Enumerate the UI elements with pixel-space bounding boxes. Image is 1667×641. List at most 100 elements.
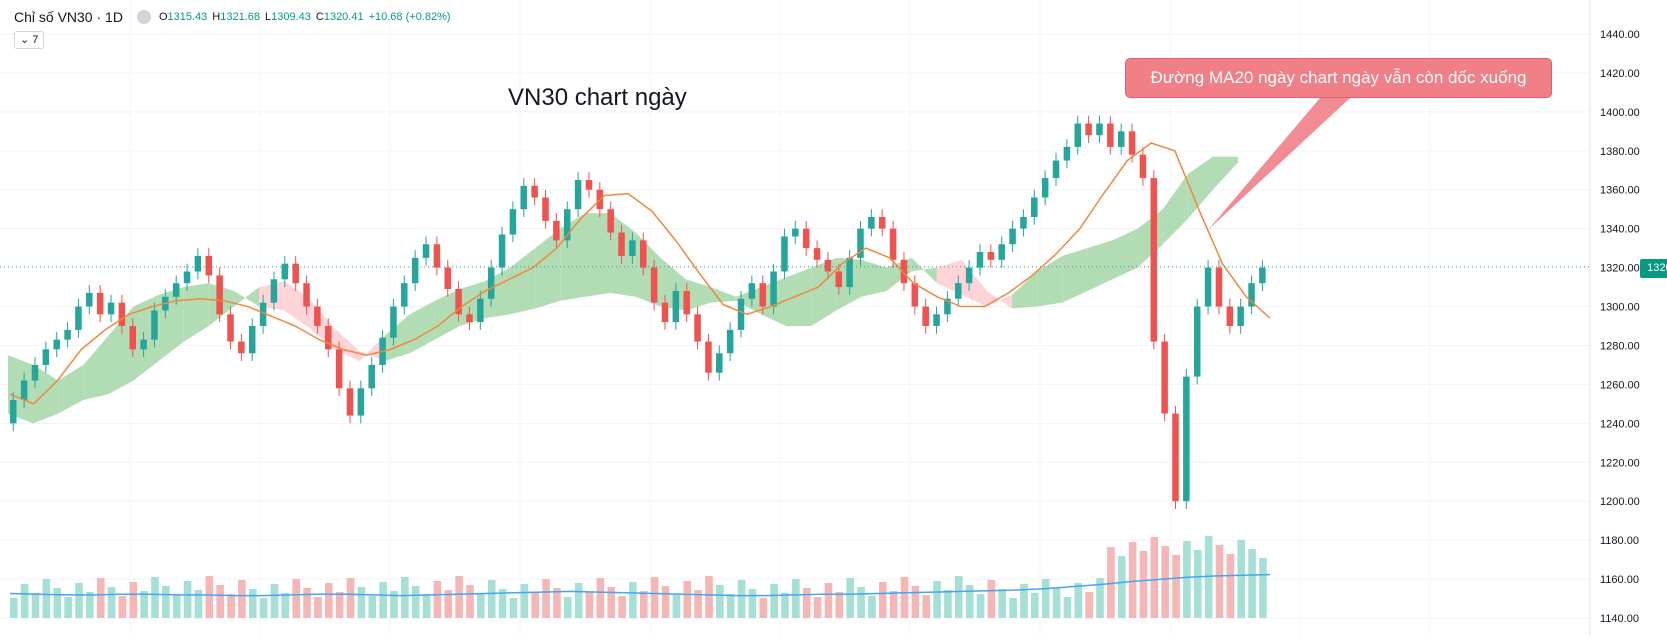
- candle-body: [42, 349, 50, 365]
- volume-bar: [292, 579, 301, 618]
- symbol-title[interactable]: Chỉ số VN30 · 1D: [14, 9, 123, 25]
- volume-bar: [716, 585, 724, 618]
- candle-body: [792, 228, 799, 237]
- eye-icon[interactable]: [136, 10, 151, 24]
- volume-bar: [976, 594, 985, 618]
- candle-body: [672, 290, 680, 323]
- candle-body: [716, 353, 723, 373]
- volume-bar: [509, 598, 518, 618]
- candle-body: [455, 289, 462, 315]
- candle-body: [1193, 306, 1201, 377]
- candle-body: [998, 244, 1005, 260]
- candle-body: [270, 279, 278, 303]
- candle-body: [20, 380, 28, 400]
- volume-bar: [933, 581, 941, 618]
- volume-bar: [487, 580, 496, 618]
- candle-body: [987, 252, 995, 260]
- candle-body: [683, 290, 690, 315]
- volume-bar: [140, 591, 148, 618]
- candle-body: [1031, 197, 1038, 217]
- volume-bar: [248, 589, 257, 618]
- candle-body: [531, 185, 538, 198]
- volume-bar: [737, 580, 746, 618]
- candle-body: [900, 259, 908, 284]
- candle-body: [553, 220, 560, 241]
- candle-body: [857, 228, 864, 258]
- volume-bar: [792, 579, 800, 618]
- y-tick-label: 1300.00: [1600, 302, 1640, 314]
- y-tick-label: 1440.00: [1600, 29, 1640, 41]
- candle-body: [357, 388, 365, 416]
- candle-body: [955, 283, 962, 299]
- kumo-segment: [1037, 255, 1063, 307]
- candle-body: [542, 197, 549, 221]
- kumo-segment: [58, 364, 84, 414]
- candle-body: [889, 228, 897, 260]
- volume-bar: [998, 589, 1007, 618]
- candle-body: [411, 257, 419, 284]
- candle-body: [1074, 123, 1081, 147]
- volume-bar: [477, 594, 485, 618]
- kumo-segment: [359, 335, 385, 362]
- indicator-toggle[interactable]: ⌄ 7: [14, 31, 45, 49]
- candle-body: [325, 326, 332, 350]
- kumo-segment: [911, 257, 937, 284]
- volume-bar: [401, 577, 409, 618]
- volume-bar: [911, 586, 920, 618]
- volume-bar: [433, 581, 442, 618]
- candle-body: [1085, 123, 1092, 136]
- y-tick-label: 1320.00: [1600, 263, 1640, 275]
- candle-body: [650, 267, 658, 303]
- chart-annotation[interactable]: VN30 chart ngày: [508, 84, 687, 111]
- kumo-segment: [108, 306, 134, 395]
- candle-body: [140, 339, 147, 350]
- volume-bar: [1193, 550, 1202, 618]
- candle-body: [227, 314, 234, 342]
- volume-bar: [107, 587, 116, 618]
- volume-bar: [618, 596, 626, 618]
- callout-annotation[interactable]: Đường MA20 ngày chart ngày vẫn còn dốc x…: [1125, 58, 1552, 98]
- volume-bar: [162, 586, 170, 618]
- y-tick-label: 1140.00: [1600, 613, 1639, 625]
- volume-bar: [335, 592, 344, 618]
- volume-bar: [498, 589, 507, 618]
- volume-bar: [1172, 555, 1180, 618]
- candle-body: [1183, 376, 1190, 502]
- indicator-count: 7: [32, 34, 39, 46]
- kumo-segment: [986, 290, 1013, 309]
- candle-body: [1161, 341, 1168, 414]
- volume-bar: [303, 588, 311, 618]
- candle-body: [498, 234, 506, 268]
- volume-bar: [672, 595, 681, 618]
- candle-body: [933, 314, 940, 326]
- volume-bar: [379, 582, 387, 618]
- candle-body: [1204, 267, 1212, 307]
- y-tick-label: 1380.00: [1600, 146, 1640, 158]
- volume-bar: [1259, 558, 1267, 618]
- volume-bar: [553, 588, 561, 618]
- kumo-segment: [510, 248, 536, 315]
- volume-bar: [531, 593, 539, 618]
- kumo-segment: [1062, 248, 1088, 303]
- candle-body: [1150, 178, 1158, 342]
- open-value: 1315.43: [167, 11, 208, 23]
- volume-bar: [31, 593, 40, 618]
- kumo-segment: [685, 279, 711, 311]
- candle-body: [563, 209, 571, 241]
- candle-body: [466, 314, 473, 323]
- candle-body: [1226, 306, 1234, 326]
- candle-body: [1041, 178, 1049, 198]
- volume-bar: [824, 583, 833, 618]
- volume-bar: [781, 593, 789, 618]
- candle-body: [1052, 160, 1060, 179]
- candle-body: [878, 216, 886, 229]
- candle-body: [911, 283, 919, 307]
- candle-body: [1259, 267, 1266, 284]
- candle-body: [1128, 131, 1136, 155]
- volume-bar: [75, 583, 83, 618]
- volume-bar: [64, 597, 72, 618]
- y-tick-label: 1400.00: [1600, 107, 1640, 119]
- kumo-segment: [1212, 156, 1238, 190]
- volume-bar: [607, 587, 616, 618]
